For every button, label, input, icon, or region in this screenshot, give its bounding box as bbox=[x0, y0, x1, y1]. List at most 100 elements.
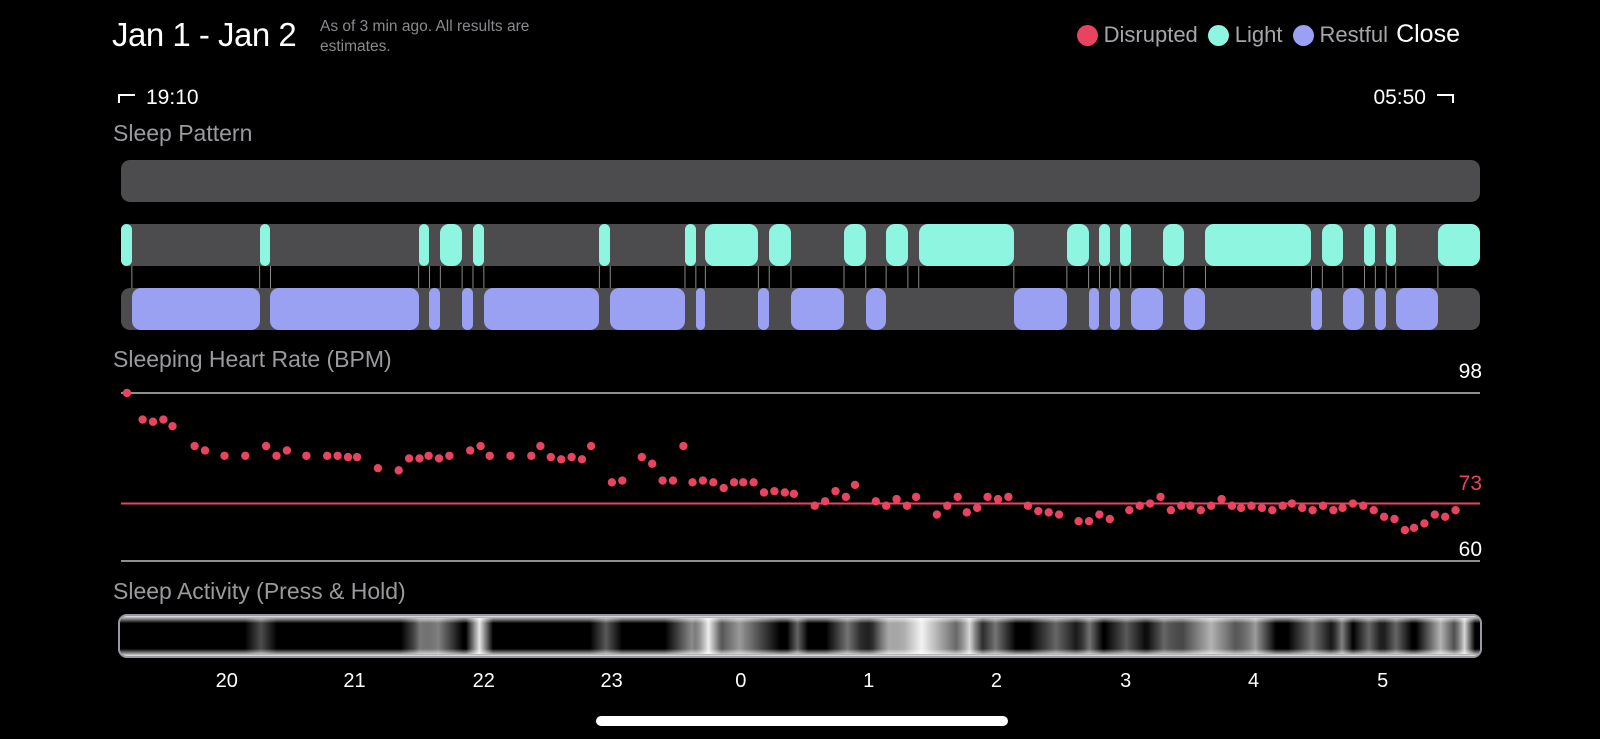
restful-segment bbox=[270, 288, 419, 330]
restful-segment bbox=[1311, 288, 1323, 330]
start-bracket-icon bbox=[118, 94, 135, 103]
hr-point bbox=[1186, 501, 1195, 510]
hr-point bbox=[729, 478, 739, 487]
light-segment bbox=[1205, 224, 1312, 266]
activity-band bbox=[244, 618, 277, 654]
activity-band bbox=[1235, 618, 1276, 654]
light-segment bbox=[1099, 224, 1111, 266]
restful-segment bbox=[1375, 288, 1387, 330]
hr-point bbox=[466, 446, 475, 455]
axis-tick-label: 3 bbox=[1120, 670, 1132, 692]
close-button[interactable]: Close bbox=[1396, 20, 1460, 48]
sleep-activity-bar[interactable] bbox=[118, 614, 1482, 658]
hr-point bbox=[424, 451, 433, 460]
activity-band bbox=[975, 618, 1016, 654]
hr-point bbox=[1236, 503, 1246, 513]
restful-segment bbox=[429, 288, 441, 330]
home-indicator[interactable] bbox=[596, 716, 1008, 726]
restful-segment bbox=[1395, 288, 1438, 330]
hr-point bbox=[272, 451, 281, 460]
light-segment bbox=[1119, 224, 1131, 266]
light-segment bbox=[769, 224, 791, 266]
hr-point bbox=[637, 452, 646, 462]
hr-point bbox=[546, 452, 555, 462]
restful-segment bbox=[483, 288, 600, 330]
light-segment bbox=[1437, 224, 1480, 266]
activity-bands bbox=[126, 618, 1476, 654]
light-segment bbox=[1163, 224, 1184, 266]
disrupted-track[interactable] bbox=[121, 160, 1480, 202]
hr-point bbox=[1409, 523, 1419, 533]
hr-point bbox=[1156, 492, 1165, 502]
light-segment bbox=[843, 224, 866, 266]
hr-point bbox=[404, 454, 414, 463]
hr-point bbox=[1105, 514, 1115, 524]
hr-point bbox=[476, 441, 485, 451]
legend-disrupted-label: Disrupted bbox=[1103, 22, 1198, 47]
hr-point bbox=[1004, 492, 1013, 502]
hr-point bbox=[770, 486, 779, 496]
hr-point bbox=[1196, 505, 1206, 515]
restful-segment bbox=[462, 288, 473, 330]
sleep-pattern-title: Sleep Pattern bbox=[113, 120, 253, 146]
axis-tick-label: 5 bbox=[1377, 670, 1389, 692]
hr-point bbox=[1125, 505, 1134, 515]
activity-band bbox=[1029, 618, 1084, 654]
hr-point bbox=[1034, 506, 1043, 516]
light-segment bbox=[418, 224, 430, 266]
hr-point bbox=[333, 451, 342, 460]
axis-tick-label: 1 bbox=[863, 670, 875, 692]
hr-point bbox=[1044, 508, 1053, 517]
hr-point bbox=[159, 415, 168, 424]
activity-band bbox=[1287, 618, 1337, 654]
hr-point bbox=[1400, 525, 1410, 535]
legend-disrupted: Disrupted bbox=[1076, 22, 1198, 48]
light-segment bbox=[684, 224, 696, 266]
light-segment bbox=[259, 224, 271, 266]
hr-point bbox=[1287, 499, 1297, 508]
hr-point bbox=[1084, 517, 1094, 526]
hr-point bbox=[1257, 503, 1267, 513]
axis-tick-label: 22 bbox=[472, 670, 495, 692]
activity-band bbox=[786, 618, 809, 654]
restful-segment bbox=[695, 288, 706, 330]
light-segment bbox=[1364, 224, 1376, 266]
disrupted-color-dot bbox=[1076, 24, 1098, 46]
date-range-title: Jan 1 - Jan 2 bbox=[112, 16, 297, 53]
restful-segment bbox=[1130, 288, 1164, 330]
restful-track[interactable] bbox=[121, 288, 1480, 330]
hr-point bbox=[373, 463, 383, 473]
hr-point bbox=[122, 388, 132, 398]
hr-point bbox=[679, 441, 688, 451]
hr-point bbox=[1177, 501, 1186, 510]
hr-point bbox=[993, 494, 1003, 504]
activity-band bbox=[589, 618, 623, 654]
light-segment bbox=[886, 224, 908, 266]
hr-point bbox=[323, 451, 332, 460]
hr-point bbox=[1369, 505, 1378, 515]
hr-point bbox=[841, 492, 851, 502]
hr-point bbox=[220, 451, 229, 460]
hr-point bbox=[648, 459, 657, 468]
activity-band bbox=[1076, 618, 1104, 654]
hr-min-label: 60 bbox=[1458, 538, 1482, 561]
restful-segment bbox=[1183, 288, 1206, 330]
hr-point bbox=[434, 454, 444, 463]
hr-point bbox=[527, 451, 536, 460]
hr-point bbox=[1441, 512, 1450, 521]
axis-tick-label: 4 bbox=[1247, 670, 1260, 692]
axis-tick-label: 21 bbox=[343, 670, 366, 692]
hr-point bbox=[871, 497, 880, 506]
hr-point bbox=[536, 441, 545, 451]
hr-point bbox=[138, 415, 147, 424]
restful-segment bbox=[131, 288, 260, 330]
light-track[interactable] bbox=[121, 224, 1480, 266]
restful-segment bbox=[790, 288, 844, 330]
hr-point bbox=[1348, 499, 1358, 508]
light-segment bbox=[1066, 224, 1089, 266]
hr-point bbox=[820, 497, 830, 506]
axis-tick-label: 2 bbox=[990, 670, 1003, 692]
end-time: 05:50 bbox=[1373, 86, 1454, 110]
